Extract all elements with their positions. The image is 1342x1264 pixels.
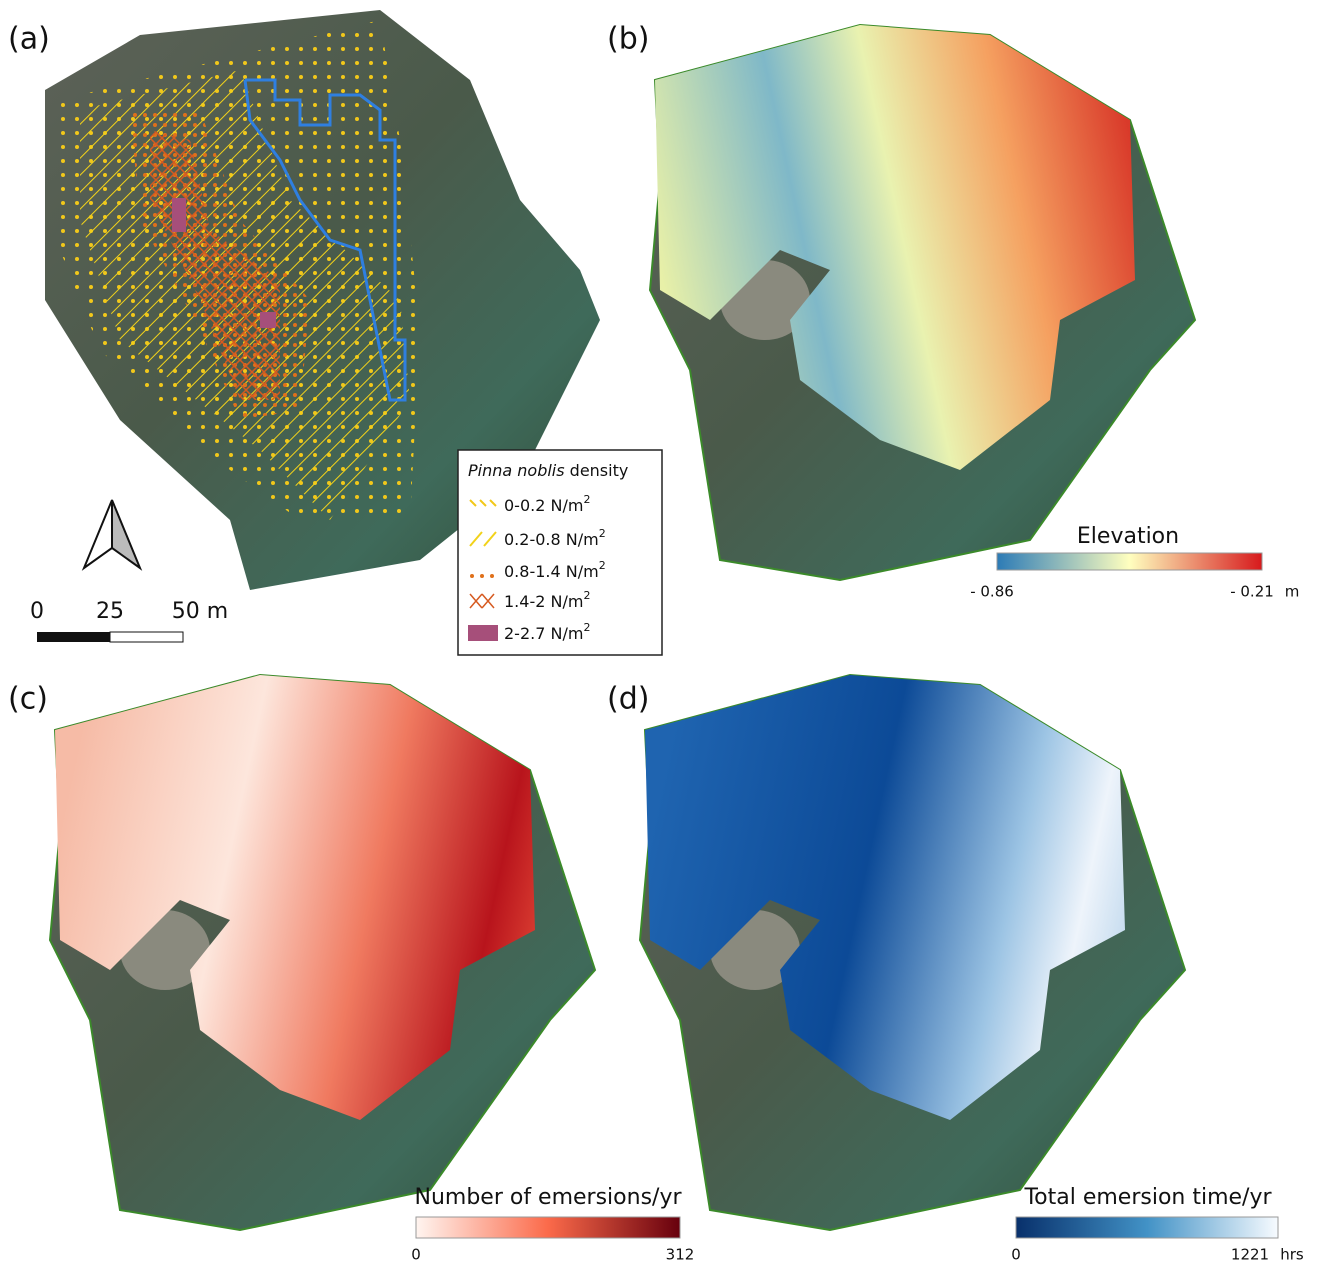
colorbar-title: Number of emersions/yr: [414, 1185, 682, 1210]
legend-text: 0-0.2 N/m: [504, 496, 583, 515]
colorbar-title: Total emersion time/yr: [1023, 1185, 1272, 1210]
panel-label: (a): [8, 22, 50, 57]
figure: 0 25 50 m Pinna noblis density 0-0.2 N/m…: [0, 0, 1342, 1264]
legend-sup: 2: [583, 589, 590, 602]
colorbar-min: 0: [411, 1246, 421, 1264]
colorbar-max: 1221: [1231, 1246, 1269, 1264]
colorbar-max: 312: [666, 1246, 695, 1264]
legend-text: 0.8-1.4 N/m: [504, 562, 599, 581]
density-legend: Pinna noblis density 0-0.2 N/m20.2-0.8 N…: [458, 450, 662, 655]
colorbar-min: - 0.86: [970, 583, 1014, 601]
panel-label: (b): [607, 22, 649, 57]
legend-item: 2-2.7 N/m2: [504, 621, 590, 643]
legend-sup: 2: [599, 527, 606, 540]
panel-c-map: [50, 675, 595, 1230]
legend-item: 0-0.2 N/m2: [504, 493, 590, 515]
scale-label: 50 m: [172, 599, 228, 624]
colorbar-max: - 0.21: [1230, 583, 1274, 601]
legend-item: 0.2-0.8 N/m2: [504, 527, 606, 549]
north-arrow: [84, 500, 140, 568]
colorbar-unit: hrs: [1280, 1246, 1304, 1264]
colorbar-title: Elevation: [1077, 524, 1179, 549]
panel-d-map: [640, 675, 1185, 1230]
legend-sup: 2: [583, 621, 590, 634]
colorbar-emersions: Number of emersions/yr 0 312: [411, 1185, 694, 1264]
scale-label: 0: [30, 599, 44, 624]
colorbar-time: Total emersion time/yr 0 1221 hrs: [1011, 1185, 1304, 1264]
legend-text: 2-2.7 N/m: [504, 624, 583, 643]
legend-sup: 2: [583, 493, 590, 506]
legend-text: 1.4-2 N/m: [504, 592, 583, 611]
panel-label: (c): [8, 682, 48, 717]
legend-title: Pinna noblis density: [468, 461, 628, 480]
legend-item: 0.8-1.4 N/m2: [504, 559, 606, 581]
colorbar-min: 0: [1011, 1246, 1021, 1264]
legend-item: 1.4-2 N/m2: [504, 589, 590, 611]
panel-label: (d): [607, 682, 649, 717]
panel-b-map: [650, 25, 1195, 580]
legend-text: 0.2-0.8 N/m: [504, 530, 599, 549]
colorbar-unit: m: [1285, 583, 1300, 601]
scale-label: 25: [96, 599, 124, 624]
legend-sup: 2: [599, 559, 606, 572]
scale-bar: 0 25 50 m: [30, 599, 228, 642]
